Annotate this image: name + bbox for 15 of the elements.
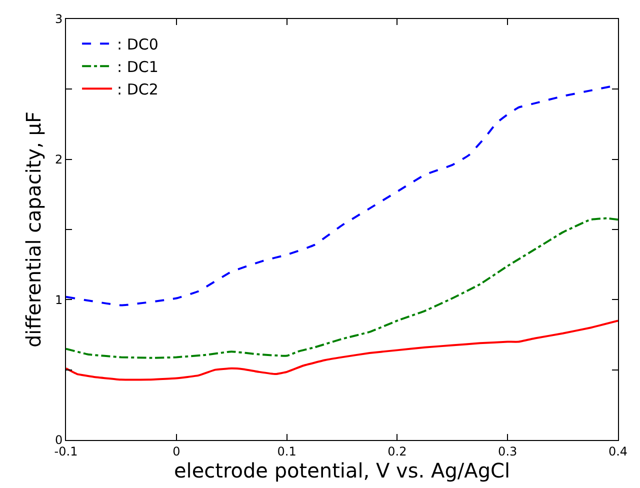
x-axis-title: electrode potential, V vs. Ag/AgCl <box>174 458 510 482</box>
legend-label: : DC2 <box>117 80 158 99</box>
y-tick-label: 3 <box>54 12 63 26</box>
line-series <box>66 320 618 381</box>
x-tick-label: 0.4 <box>608 444 628 458</box>
x-tick-label: 0.2 <box>388 444 407 458</box>
x-tick-label: 0.3 <box>498 444 518 458</box>
y-tick-label: 1 <box>54 292 63 307</box>
line-series <box>66 217 618 359</box>
y-axis-title: differential capacity, μF <box>21 111 46 348</box>
legend-label: : DC1 <box>117 58 158 76</box>
x-tick-label: 0 <box>172 444 180 458</box>
y-tick-label: 2 <box>54 152 63 167</box>
x-tick-label: 0.1 <box>277 444 296 458</box>
legend-label: : DC0 <box>117 36 158 54</box>
